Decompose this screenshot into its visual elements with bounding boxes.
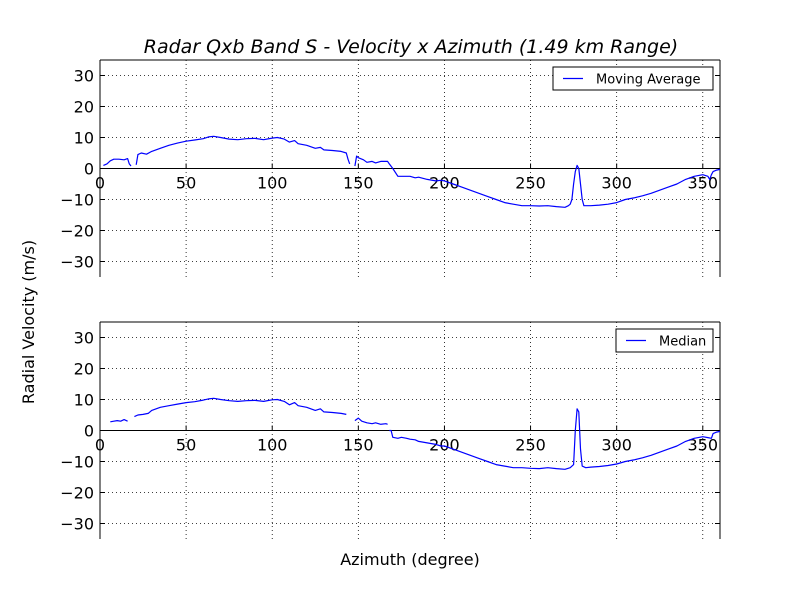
x-tick-label: 200 [429, 174, 460, 193]
x-tick-label: 350 [688, 174, 719, 193]
y-tick-label: 10 [74, 129, 94, 148]
x-tick-label: 50 [176, 436, 196, 455]
y-tick-label: 0 [84, 422, 94, 441]
y-tick-label: −20 [60, 484, 94, 503]
median-series-line [110, 419, 128, 423]
legend-label: Median [659, 335, 706, 350]
x-tick-label: 100 [257, 174, 288, 193]
y-tick-label: 20 [74, 360, 94, 379]
median-series-line [354, 417, 388, 425]
y-tick-label: −10 [60, 191, 94, 210]
legend-label: Moving Average [596, 73, 700, 88]
y-axis-label: Radial Velocity (m/s) [19, 240, 38, 404]
x-tick-label: 200 [429, 436, 460, 455]
x-tick-label: 250 [515, 436, 546, 455]
median-panel: 0 50 100 150 200 250 300 3503020100−10−20−30Med… [60, 321, 721, 539]
legend-box [552, 66, 714, 91]
y-tick-label: −20 [60, 222, 94, 241]
y-tick-label: 30 [74, 329, 94, 348]
chart-title: Radar Qxb Band S - Velocity x Azimuth (1… [144, 36, 678, 58]
y-tick-label: 0 [84, 160, 94, 179]
x-tick-label: 150 [343, 436, 374, 455]
x-tick-label: 50 [176, 174, 196, 193]
x-tick-label: 350 [688, 436, 719, 455]
y-tick-label: −30 [60, 253, 94, 272]
y-tick-label: −30 [60, 515, 94, 534]
ma-series-line [103, 158, 132, 167]
y-tick-label: 20 [74, 98, 94, 117]
x-tick-label: 150 [343, 174, 374, 193]
x-tick-label: 100 [257, 436, 288, 455]
moving-average-panel: 0 50 100 150 200 250 300 3503020100−10−20−30Mov… [60, 59, 721, 277]
x-tick-label: 300 [601, 174, 632, 193]
ma-series-line [135, 135, 351, 165]
ma-series-line [354, 155, 721, 208]
x-tick-label: 0 [95, 436, 105, 455]
x-axis-label: Azimuth (degree) [340, 550, 480, 569]
y-tick-label: 30 [74, 67, 94, 86]
median-series-line [134, 397, 347, 418]
x-tick-label: 0 [95, 174, 105, 193]
x-tick-label: 300 [601, 436, 632, 455]
y-tick-label: −10 [60, 453, 94, 472]
y-tick-label: 10 [74, 391, 94, 410]
legend-box [615, 328, 714, 353]
x-tick-label: 250 [515, 174, 546, 193]
median-series-line [389, 408, 721, 470]
